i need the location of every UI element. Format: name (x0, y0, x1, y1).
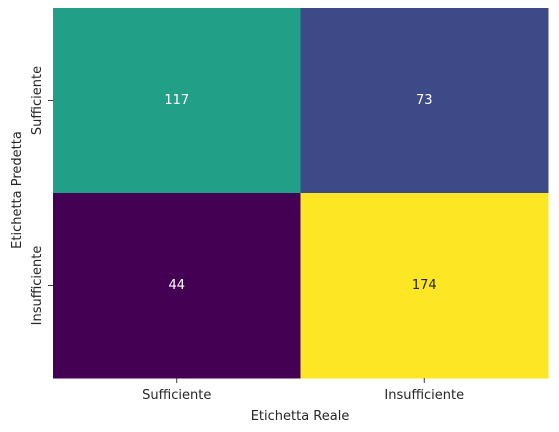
cell-value-r0-c1: 73 (416, 93, 433, 108)
cell-value-r0-c0: 117 (164, 93, 189, 108)
heatmap-cell-r1-c1 (300, 193, 549, 379)
y-axis-label: Etichetta Predetta (10, 131, 25, 249)
cell-annotations: 117 73 44 174 (164, 93, 436, 293)
cell-value-r1-c1: 174 (412, 278, 437, 293)
x-tick-label: Insufficiente (384, 388, 464, 403)
y-tick-label: Insufficiente (30, 246, 45, 326)
x-axis-label: Etichetta Reale (251, 409, 350, 424)
y-tick-label: Sufficiente (30, 66, 45, 135)
cell-value-r1-c0: 44 (168, 278, 185, 293)
y-axis-ticks: Sufficiente Insufficiente (30, 66, 53, 325)
x-axis-ticks: Sufficiente Insufficiente (142, 378, 464, 403)
heatmap-cell-r1-c0 (53, 193, 301, 379)
heatmap-cells (53, 8, 549, 379)
x-tick-label: Sufficiente (142, 388, 211, 403)
heatmap-cell-r0-c1 (300, 8, 549, 194)
heatmap-cell-r0-c0 (53, 8, 301, 194)
